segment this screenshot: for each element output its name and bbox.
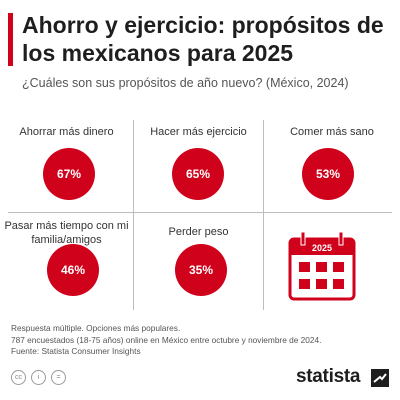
title-accent-bar bbox=[8, 13, 13, 66]
chart-title: Ahorro y ejercicio: propósitos de los me… bbox=[22, 12, 384, 66]
cell-comer: Comer más sano bbox=[264, 125, 400, 139]
cell-ejercicio: Hacer más ejercicio bbox=[134, 125, 263, 139]
value-bubble-comer: 53% bbox=[302, 148, 354, 200]
grid-divider-vertical-1 bbox=[133, 120, 134, 310]
calendar-year: 2025 bbox=[312, 243, 332, 253]
value-bubble-familia: 46% bbox=[47, 244, 99, 296]
value-bubble-ahorrar: 67% bbox=[43, 148, 95, 200]
note-line-1: Respuesta múltiple. Opciones más popular… bbox=[11, 323, 181, 333]
person-icon[interactable]: i bbox=[31, 370, 46, 385]
chart-subtitle: ¿Cuáles son sus propósitos de año nuevo?… bbox=[22, 76, 349, 90]
value-bubble-peso: 35% bbox=[175, 244, 227, 296]
category-label: Hacer más ejercicio bbox=[150, 126, 247, 138]
value-bubble-ejercicio: 65% bbox=[172, 148, 224, 200]
category-label: Pasar más tiempo con mi familia/amigos bbox=[4, 220, 129, 246]
bubble-grid: Ahorrar más dinero 67% Hacer más ejercic… bbox=[0, 115, 400, 315]
source-line: Fuente: Statista Consumer Insights bbox=[11, 346, 141, 356]
footnotes: Respuesta múltiple. Opciones más popular… bbox=[11, 323, 321, 358]
grid-divider-horizontal bbox=[8, 212, 392, 213]
statista-logo-mark-icon bbox=[371, 369, 389, 387]
cell-peso: Perder peso bbox=[134, 225, 263, 239]
category-label: Comer más sano bbox=[290, 126, 374, 138]
cc-icon[interactable]: cc bbox=[11, 370, 26, 385]
statista-logo[interactable]: statista bbox=[296, 366, 361, 387]
grid-divider-vertical-2 bbox=[263, 120, 264, 310]
category-label: Perder peso bbox=[168, 226, 229, 238]
note-line-2: 787 encuestados (18-75 años) online en M… bbox=[11, 334, 322, 345]
license-icons: cc i = bbox=[11, 370, 66, 385]
cell-ahorrar: Ahorrar más dinero bbox=[0, 125, 133, 139]
cell-familia: Pasar más tiempo con mi familia/amigos bbox=[4, 219, 129, 247]
category-label: Ahorrar más dinero bbox=[19, 126, 114, 138]
calendar-icon: 2025 bbox=[288, 231, 356, 301]
equals-icon[interactable]: = bbox=[51, 370, 66, 385]
